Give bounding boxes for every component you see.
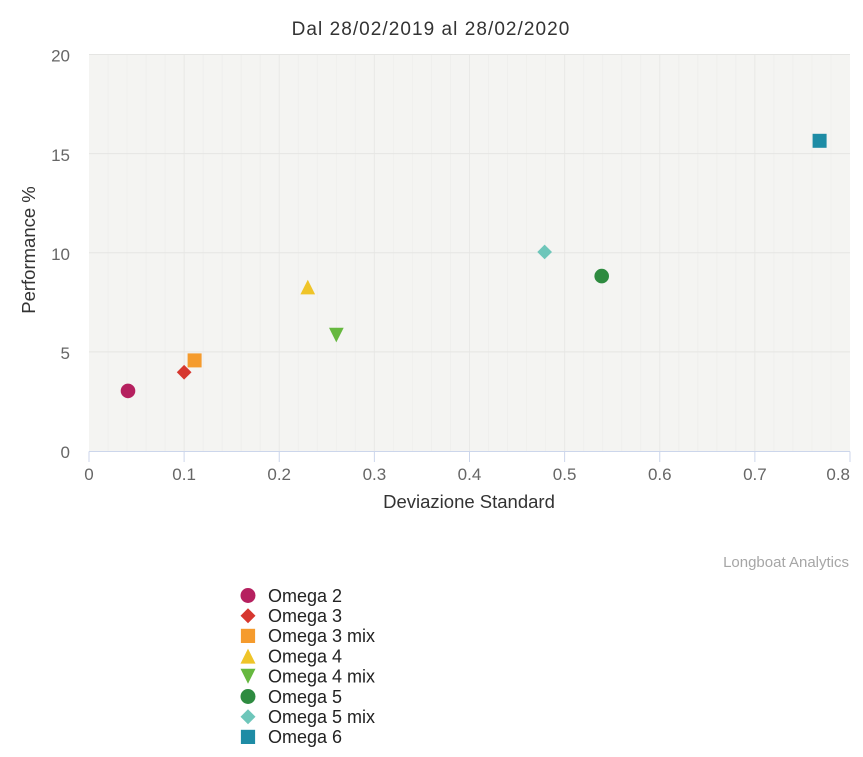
svg-text:15: 15 (51, 146, 70, 165)
svg-text:Dal 28/02/2019 al 28/02/2020: Dal 28/02/2019 al 28/02/2020 (292, 19, 571, 40)
svg-text:Longboat Analytics: Longboat Analytics (723, 554, 849, 571)
svg-text:Omega 3: Omega 3 (268, 606, 342, 626)
svg-text:20: 20 (51, 47, 70, 66)
svg-text:0.6: 0.6 (648, 465, 672, 484)
svg-text:Omega 2: Omega 2 (268, 586, 342, 606)
svg-text:10: 10 (51, 245, 70, 264)
svg-text:5: 5 (61, 344, 70, 363)
svg-text:0.2: 0.2 (267, 465, 291, 484)
svg-text:Omega 4: Omega 4 (268, 646, 342, 666)
svg-text:Omega 6: Omega 6 (268, 727, 342, 747)
svg-text:0.4: 0.4 (458, 465, 482, 484)
svg-text:Omega 3 mix: Omega 3 mix (268, 626, 375, 646)
svg-text:0: 0 (61, 443, 70, 462)
svg-text:0.5: 0.5 (553, 465, 577, 484)
svg-text:0.3: 0.3 (363, 465, 387, 484)
svg-text:0.7: 0.7 (743, 465, 767, 484)
svg-text:Performance %: Performance % (18, 186, 39, 314)
svg-text:0: 0 (84, 465, 93, 484)
svg-text:Omega 5: Omega 5 (268, 687, 342, 707)
svg-text:Omega 4 mix: Omega 4 mix (268, 667, 375, 687)
svg-text:0.8: 0.8 (826, 465, 850, 484)
svg-text:Omega 5 mix: Omega 5 mix (268, 707, 375, 727)
svg-text:0.1: 0.1 (172, 465, 196, 484)
svg-text:Deviazione Standard: Deviazione Standard (383, 491, 555, 512)
